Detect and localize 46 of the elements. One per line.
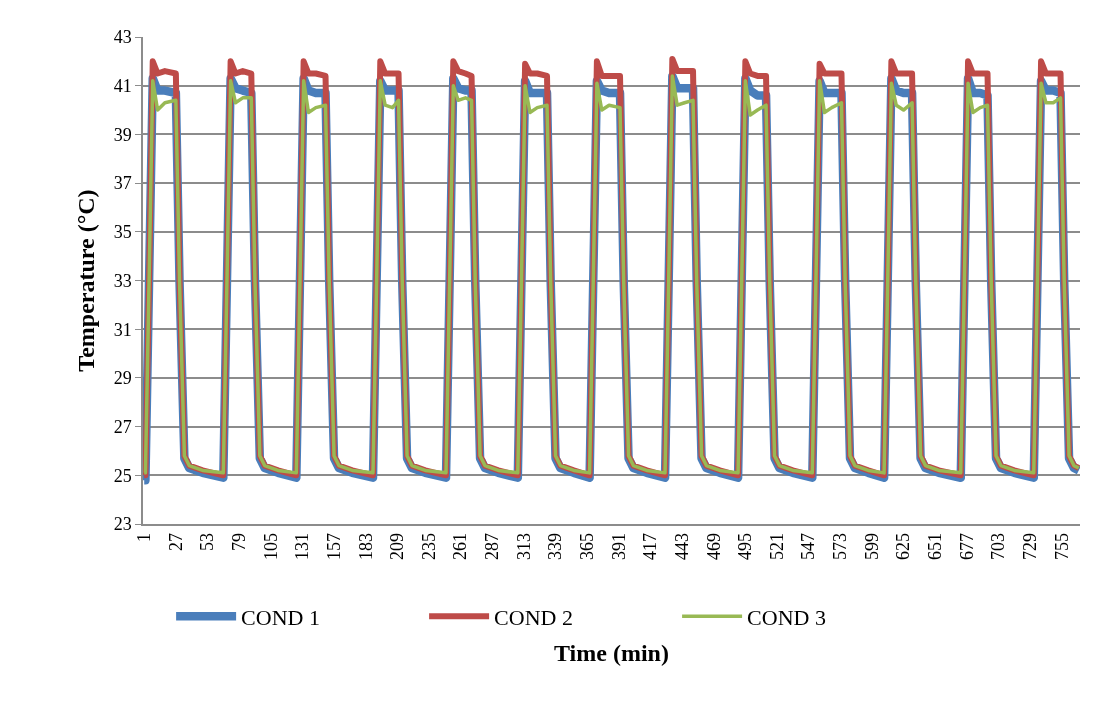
x-tick-label: 625 <box>893 532 914 560</box>
y-tick-label: 43 <box>113 27 132 48</box>
x-tick-label: 521 <box>766 532 787 560</box>
y-tick-label: 33 <box>113 270 132 291</box>
y-axis-title: Temperature (°C) <box>73 189 100 372</box>
y-tick-label: 23 <box>113 514 132 535</box>
x-tick-label: 391 <box>608 532 629 560</box>
x-tick-label: 339 <box>545 532 566 560</box>
x-tick-label: 53 <box>197 532 218 551</box>
x-tick-label: 573 <box>830 532 851 560</box>
x-tick-label: 443 <box>671 532 692 560</box>
x-tick-label: 417 <box>640 532 661 560</box>
y-tick-label: 25 <box>113 465 132 486</box>
y-tick-label: 29 <box>113 368 132 389</box>
x-tick-label: 209 <box>387 532 408 560</box>
x-tick-label: 677 <box>956 532 977 560</box>
y-tick-label: 35 <box>113 222 132 243</box>
x-tick-label: 235 <box>418 532 439 560</box>
x-tick-label: 599 <box>861 532 882 560</box>
x-tick-label: 547 <box>798 532 819 560</box>
x-tick-label: 469 <box>703 532 724 560</box>
x-tick-label: 1 <box>134 532 155 542</box>
x-tick-label: 105 <box>260 532 281 560</box>
y-tick-label: 37 <box>113 173 132 194</box>
x-tick-label: 313 <box>513 532 534 560</box>
legend-label: COND 3 <box>747 604 826 630</box>
x-tick-label: 729 <box>1019 532 1040 560</box>
x-tick-label: 495 <box>735 532 756 560</box>
x-tick-label: 157 <box>323 532 344 560</box>
x-tick-label: 287 <box>482 532 503 560</box>
x-tick-label: 755 <box>1051 532 1072 560</box>
x-tick-label: 651 <box>925 532 946 560</box>
y-tick-label: 41 <box>113 76 132 96</box>
x-tick-label: 261 <box>450 532 471 560</box>
x-tick-label: 703 <box>988 532 1009 560</box>
x-tick-label: 27 <box>165 532 186 551</box>
legend-label: COND 1 <box>241 604 320 630</box>
legend-label: COND 2 <box>494 604 573 630</box>
x-tick-label: 365 <box>577 532 598 560</box>
x-tick-label: 79 <box>228 532 249 551</box>
x-tick-label: 183 <box>355 532 376 560</box>
y-tick-label: 31 <box>113 319 132 340</box>
x-tick-label: 131 <box>292 532 313 560</box>
x-axis-title: Time (min) <box>554 639 669 666</box>
y-tick-label: 27 <box>113 416 132 437</box>
y-tick-label: 39 <box>113 124 132 145</box>
